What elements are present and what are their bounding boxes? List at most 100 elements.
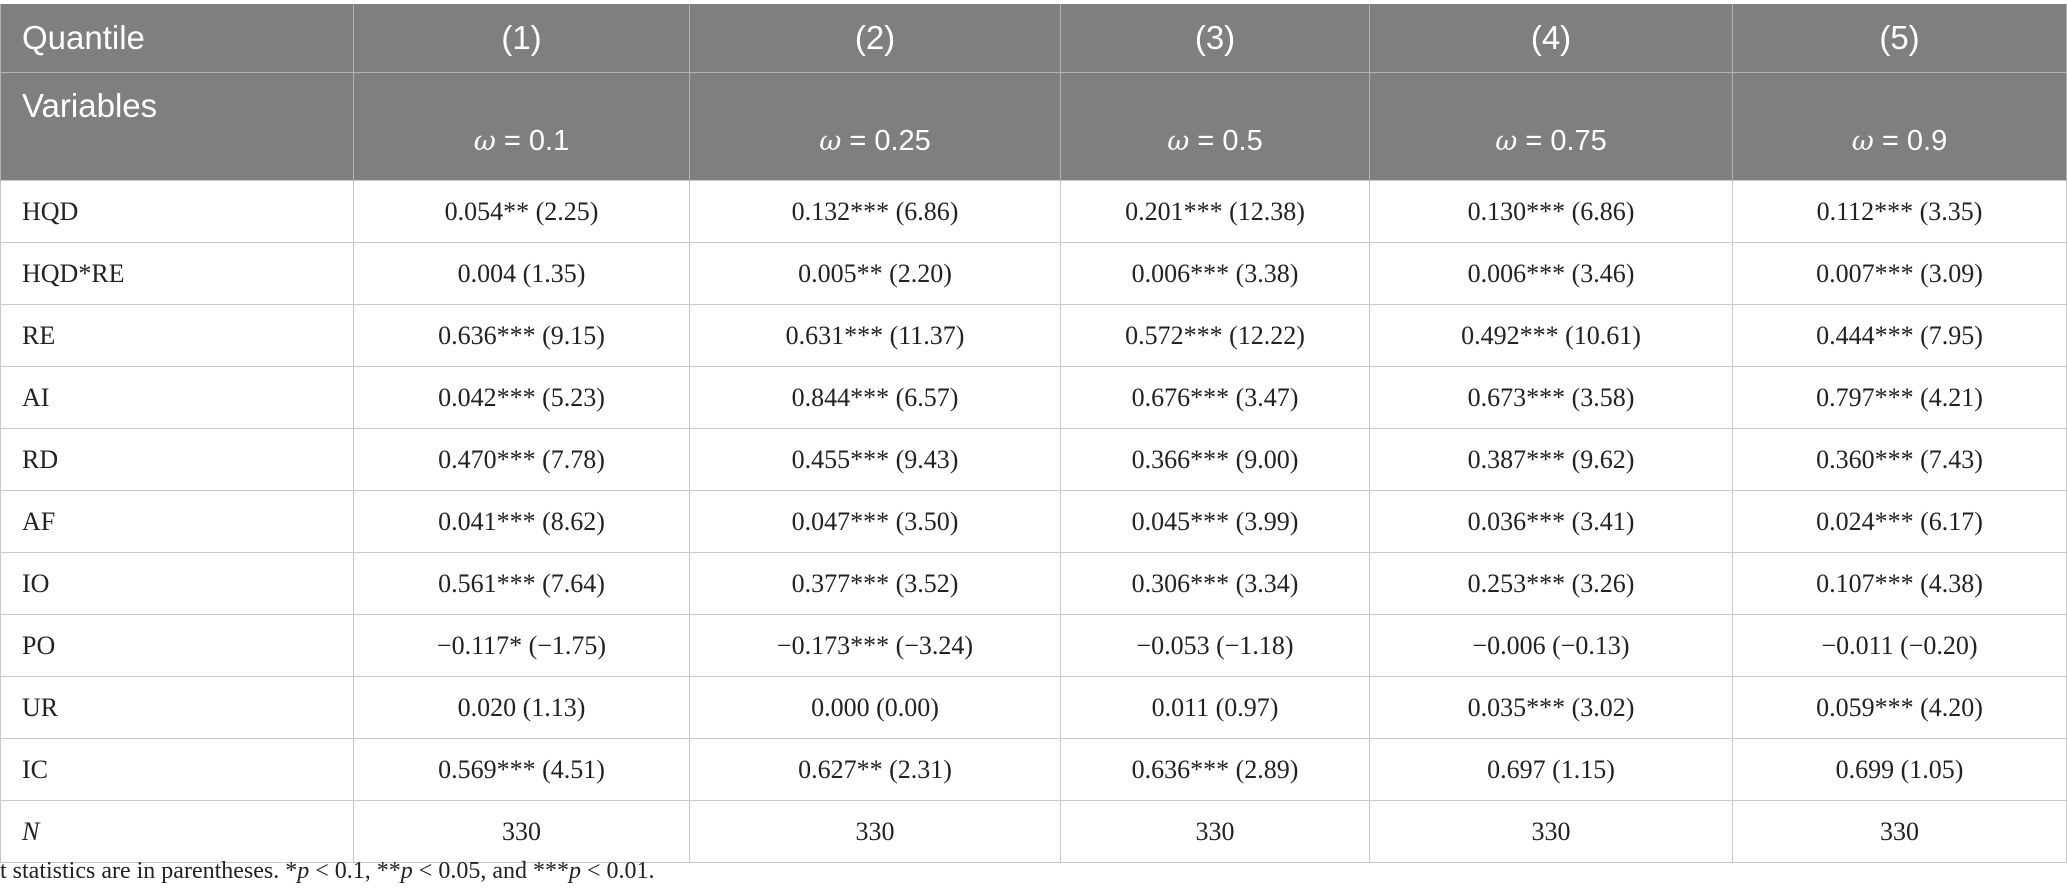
coefficient-cell: 0.673*** (3.58) — [1369, 366, 1733, 429]
quantile-value: = 0.1 — [503, 125, 570, 157]
table-body: HQD 0.054** (2.25) 0.132*** (6.86) 0.201… — [0, 180, 2067, 863]
coefficient-cell: 0.360*** (7.43) — [1732, 428, 2067, 491]
coefficient-cell: 0.132*** (6.86) — [689, 180, 1061, 243]
header-row-quantiles: Variables ω = 0.1 ω = 0.25 ω = 0.5 ω = 0… — [0, 72, 2067, 181]
footnote-p-symbol: p — [297, 858, 310, 884]
coefficient-cell: 0.036*** (3.41) — [1369, 490, 1733, 553]
header-column-2: (2) — [689, 4, 1061, 73]
footnote-text: < 0.1, ** — [309, 858, 401, 884]
table-row-observations: N 330 330 330 330 330 — [0, 800, 2067, 863]
footnote-p-symbol: p — [400, 858, 413, 884]
coefficient-cell: 0.569*** (4.51) — [353, 738, 690, 801]
coefficient-cell: 0.572*** (12.22) — [1060, 304, 1370, 367]
observations-cell: 330 — [689, 800, 1061, 863]
coefficient-cell: −0.117* (−1.75) — [353, 614, 690, 677]
coefficient-cell: 0.112*** (3.35) — [1732, 180, 2067, 243]
header-column-4: (4) — [1369, 4, 1733, 73]
omega-symbol: ω — [473, 126, 496, 157]
coefficient-cell: 0.697 (1.15) — [1369, 738, 1733, 801]
coefficient-cell: 0.387*** (9.62) — [1369, 428, 1733, 491]
coefficient-cell: 0.636*** (2.89) — [1060, 738, 1370, 801]
coefficient-cell: 0.253*** (3.26) — [1369, 552, 1733, 615]
header-variables-label: Variables — [0, 72, 354, 181]
observations-cell: 330 — [1369, 800, 1733, 863]
header-column-5: (5) — [1732, 4, 2067, 73]
coefficient-cell: 0.636*** (9.15) — [353, 304, 690, 367]
coefficient-cell: 0.042*** (5.23) — [353, 366, 690, 429]
variable-name: AF — [0, 490, 354, 553]
omega-symbol: ω — [1495, 126, 1518, 157]
coefficient-cell: 0.059*** (4.20) — [1732, 676, 2067, 739]
coefficient-cell: 0.492*** (10.61) — [1369, 304, 1733, 367]
footnote-p-symbol: p — [568, 858, 581, 884]
coefficient-cell: 0.000 (0.00) — [689, 676, 1061, 739]
coefficient-cell: −0.173*** (−3.24) — [689, 614, 1061, 677]
table-row: AI 0.042*** (5.23) 0.844*** (6.57) 0.676… — [0, 366, 2067, 429]
footnote-text: < 0.01. — [580, 858, 655, 884]
observations-label: N — [0, 800, 354, 863]
quantile-value: = 0.75 — [1525, 125, 1607, 157]
coefficient-cell: 0.130*** (6.86) — [1369, 180, 1733, 243]
coefficient-cell: 0.470*** (7.78) — [353, 428, 690, 491]
header-column-1: (1) — [353, 4, 690, 73]
coefficient-cell: 0.201*** (12.38) — [1060, 180, 1370, 243]
coefficient-cell: 0.631*** (11.37) — [689, 304, 1061, 367]
table-row: AF 0.041*** (8.62) 0.047*** (3.50) 0.045… — [0, 490, 2067, 553]
coefficient-cell: 0.107*** (4.38) — [1732, 552, 2067, 615]
coefficient-cell: 0.047*** (3.50) — [689, 490, 1061, 553]
variable-name: IO — [0, 552, 354, 615]
coefficient-cell: 0.005** (2.20) — [689, 242, 1061, 305]
observations-cell: 330 — [1060, 800, 1370, 863]
footnote-text: t statistics are in parentheses. * — [0, 858, 298, 884]
header-column-3: (3) — [1060, 4, 1370, 73]
coefficient-cell: 0.699 (1.05) — [1732, 738, 2067, 801]
variable-name: IC — [0, 738, 354, 801]
table-row: IC 0.569*** (4.51) 0.627** (2.31) 0.636*… — [0, 738, 2067, 801]
coefficient-cell: 0.024*** (6.17) — [1732, 490, 2067, 553]
coefficient-cell: 0.366*** (9.00) — [1060, 428, 1370, 491]
table-row: RE 0.636*** (9.15) 0.631*** (11.37) 0.57… — [0, 304, 2067, 367]
coefficient-cell: 0.007*** (3.09) — [1732, 242, 2067, 305]
coefficient-cell: −0.006 (−0.13) — [1369, 614, 1733, 677]
coefficient-cell: 0.455*** (9.43) — [689, 428, 1061, 491]
regression-table-container: Quantile (1) (2) (3) (4) (5) Variables ω… — [0, 4, 2067, 863]
table-row: UR 0.020 (1.13) 0.000 (0.00) 0.011 (0.97… — [0, 676, 2067, 739]
observations-cell: 330 — [1732, 800, 2067, 863]
variable-name: PO — [0, 614, 354, 677]
coefficient-cell: 0.844*** (6.57) — [689, 366, 1061, 429]
variable-name: AI — [0, 366, 354, 429]
table-row: IO 0.561*** (7.64) 0.377*** (3.52) 0.306… — [0, 552, 2067, 615]
coefficient-cell: −0.053 (−1.18) — [1060, 614, 1370, 677]
coefficient-cell: 0.627** (2.31) — [689, 738, 1061, 801]
omega-symbol: ω — [819, 126, 842, 157]
coefficient-cell: 0.377*** (3.52) — [689, 552, 1061, 615]
coefficient-cell: 0.045*** (3.99) — [1060, 490, 1370, 553]
omega-symbol: ω — [1851, 126, 1874, 157]
variable-name: RD — [0, 428, 354, 491]
quantile-value: = 0.5 — [1197, 125, 1263, 157]
header-quantile-4: ω = 0.75 — [1369, 72, 1733, 181]
variable-name: HQD*RE — [0, 242, 354, 305]
header-quantile-3: ω = 0.5 — [1060, 72, 1370, 181]
variable-name: HQD — [0, 180, 354, 243]
table-row: HQD*RE 0.004 (1.35) 0.005** (2.20) 0.006… — [0, 242, 2067, 305]
quantile-value: = 0.9 — [1881, 125, 1948, 157]
coefficient-cell: 0.006*** (3.46) — [1369, 242, 1733, 305]
coefficient-cell: 0.004 (1.35) — [353, 242, 690, 305]
header-quantile-1: ω = 0.1 — [353, 72, 690, 181]
coefficient-cell: 0.020 (1.13) — [353, 676, 690, 739]
quantile-value: = 0.25 — [849, 125, 931, 157]
observations-cell: 330 — [353, 800, 690, 863]
coefficient-cell: 0.797*** (4.21) — [1732, 366, 2067, 429]
table-row: HQD 0.054** (2.25) 0.132*** (6.86) 0.201… — [0, 180, 2067, 243]
header-row-columns: Quantile (1) (2) (3) (4) (5) — [0, 4, 2067, 73]
coefficient-cell: −0.011 (−0.20) — [1732, 614, 2067, 677]
header-quantile-2: ω = 0.25 — [689, 72, 1061, 181]
coefficient-cell: 0.676*** (3.47) — [1060, 366, 1370, 429]
coefficient-cell: 0.041*** (8.62) — [353, 490, 690, 553]
header-quantile-5: ω = 0.9 — [1732, 72, 2067, 181]
coefficient-cell: 0.054** (2.25) — [353, 180, 690, 243]
coefficient-cell: 0.006*** (3.38) — [1060, 242, 1370, 305]
quantile-regression-table: Quantile (1) (2) (3) (4) (5) Variables ω… — [0, 4, 2067, 863]
variable-name: UR — [0, 676, 354, 739]
